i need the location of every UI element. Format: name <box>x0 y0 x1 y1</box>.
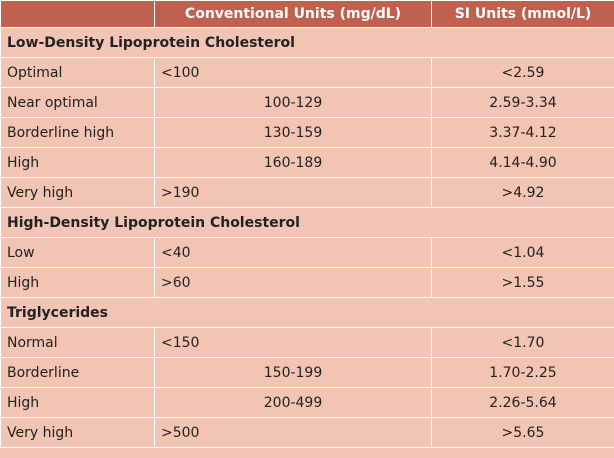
table-row: High >60 >1.55 <box>0 267 614 298</box>
row-label: Near optimal <box>0 87 155 118</box>
row-label: High <box>0 387 155 418</box>
section-header-row: Low-Density Lipoprotein Cholesterol <box>0 27 614 58</box>
row-label: Borderline high <box>0 117 155 148</box>
si-value: <1.04 <box>431 237 614 268</box>
header-si-units: SI Units (mmol/L) <box>431 0 614 28</box>
conventional-value: >60 <box>154 267 432 298</box>
row-label: Very high <box>0 417 155 448</box>
section-header-row: High-Density Lipoprotein Cholesterol <box>0 207 614 238</box>
si-value: 4.14-4.90 <box>431 147 614 178</box>
si-value: >5.65 <box>431 417 614 448</box>
header-row: Conventional Units (mg/dL) SI Units (mmo… <box>0 0 614 28</box>
conventional-value: 100-129 <box>154 87 432 118</box>
lipid-reference-table: Conventional Units (mg/dL) SI Units (mmo… <box>0 0 614 448</box>
row-label: Optimal <box>0 57 155 88</box>
conventional-value: >500 <box>154 417 432 448</box>
conventional-value: 160-189 <box>154 147 432 178</box>
row-label: Normal <box>0 327 155 358</box>
table-row: Normal <150 <1.70 <box>0 327 614 358</box>
table-row: Borderline high 130-159 3.37-4.12 <box>0 117 614 148</box>
row-label: High <box>0 147 155 178</box>
table-row: Low <40 <1.04 <box>0 237 614 268</box>
si-value: <1.70 <box>431 327 614 358</box>
section-title: High-Density Lipoprotein Cholesterol <box>0 207 614 238</box>
section-header-row: Triglycerides <box>0 297 614 328</box>
row-label: High <box>0 267 155 298</box>
row-label: Low <box>0 237 155 268</box>
conventional-value: <100 <box>154 57 432 88</box>
table-row: High 200-499 2.26-5.64 <box>0 387 614 418</box>
si-value: <2.59 <box>431 57 614 88</box>
si-value: 2.26-5.64 <box>431 387 614 418</box>
table-row: Optimal <100 <2.59 <box>0 57 614 88</box>
conventional-value: >190 <box>154 177 432 208</box>
section-title: Triglycerides <box>0 297 614 328</box>
table-row: Very high >190 >4.92 <box>0 177 614 208</box>
row-label: Very high <box>0 177 155 208</box>
conventional-value: <150 <box>154 327 432 358</box>
conventional-value: 200-499 <box>154 387 432 418</box>
section-title: Low-Density Lipoprotein Cholesterol <box>0 27 614 58</box>
table-row: High 160-189 4.14-4.90 <box>0 147 614 178</box>
table-row: Very high >500 >5.65 <box>0 417 614 448</box>
table-row: Near optimal 100-129 2.59-3.34 <box>0 87 614 118</box>
si-value: >1.55 <box>431 267 614 298</box>
si-value: 1.70-2.25 <box>431 357 614 388</box>
table-body: Low-Density Lipoprotein Cholesterol Optim… <box>0 27 614 448</box>
conventional-value: <40 <box>154 237 432 268</box>
header-blank <box>0 0 155 28</box>
conventional-value: 150-199 <box>154 357 432 388</box>
si-value: 3.37-4.12 <box>431 117 614 148</box>
header-conventional-units: Conventional Units (mg/dL) <box>154 0 432 28</box>
conventional-value: 130-159 <box>154 117 432 148</box>
si-value: >4.92 <box>431 177 614 208</box>
table-row: Borderline 150-199 1.70-2.25 <box>0 357 614 388</box>
si-value: 2.59-3.34 <box>431 87 614 118</box>
row-label: Borderline <box>0 357 155 388</box>
